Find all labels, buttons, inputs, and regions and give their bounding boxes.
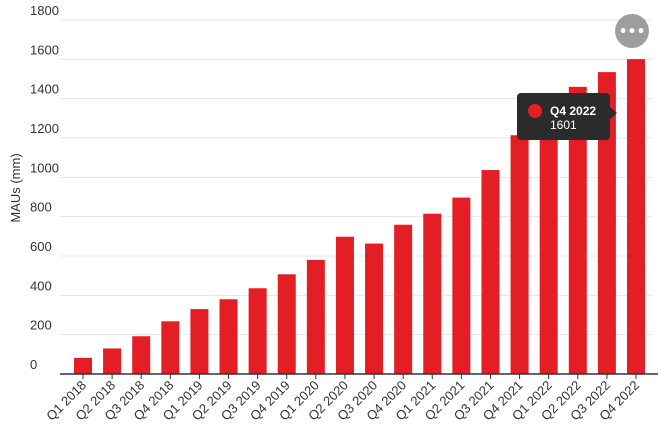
bar-layer [74,59,645,375]
bar[interactable] [335,236,354,374]
bar[interactable] [597,72,616,374]
y-tick-label: 1000 [30,160,59,175]
bar[interactable] [423,213,442,374]
bar[interactable] [161,321,180,374]
bar[interactable] [568,86,587,374]
bar[interactable] [132,336,151,374]
y-tick-label: 1800 [30,3,59,18]
y-tick-label: 800 [30,200,52,215]
more-horizontal-icon[interactable]: ••• [619,24,646,40]
bar[interactable] [365,243,384,374]
bar[interactable] [394,224,413,374]
tooltip-category: Q4 2022 [550,104,596,118]
bar[interactable] [74,357,92,374]
tooltip-pointer [610,107,617,119]
bar[interactable] [219,299,238,374]
tooltip: Q4 2022 1601 [517,93,617,140]
tooltip-value: 1601 [550,118,577,132]
bar[interactable] [248,288,267,374]
chart-menu-button[interactable]: ••• [615,14,649,48]
y-axis-title: MAUs (mm) [8,153,23,222]
y-tick-label: 400 [30,278,52,293]
y-tick-label: 0 [30,357,37,372]
y-tick-label: 200 [30,318,52,333]
y-tick-label: 1400 [30,82,59,97]
bar[interactable] [627,59,645,375]
bar[interactable] [306,259,325,374]
bar[interactable] [481,170,500,374]
bar[interactable] [510,135,529,374]
bar[interactable] [103,348,122,374]
y-tick-label: 1600 [30,42,59,57]
menu-button-background[interactable] [615,14,649,48]
tooltip-background [517,93,610,140]
tooltip-series-marker [528,104,542,118]
grid-layer [60,19,652,336]
bar[interactable] [190,309,209,374]
bar[interactable] [452,197,471,374]
bar[interactable] [277,274,296,374]
bar[interactable] [539,116,558,374]
y-tick-label: 600 [30,239,52,254]
y-tick-label: 1200 [30,121,59,136]
